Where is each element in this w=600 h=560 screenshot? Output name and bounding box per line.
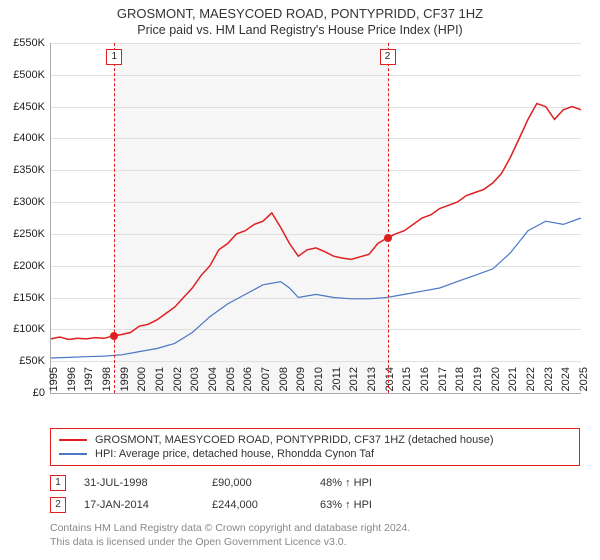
x-tick-label: 2014 bbox=[384, 367, 396, 397]
y-tick-label: £50K bbox=[1, 355, 45, 367]
x-tick-label: 1996 bbox=[66, 367, 78, 397]
x-tick-label: 2006 bbox=[242, 367, 254, 397]
legend-label: GROSMONT, MAESYCOED ROAD, PONTYPRIDD, CF… bbox=[95, 434, 494, 446]
x-tick-label: 2002 bbox=[172, 367, 184, 397]
x-tick-label: 2000 bbox=[136, 367, 148, 397]
title-subtitle: Price paid vs. HM Land Registry's House … bbox=[0, 23, 600, 37]
y-tick-label: £450K bbox=[1, 101, 45, 113]
y-tick-label: £350K bbox=[1, 164, 45, 176]
footnote: Contains HM Land Registry data © Crown c… bbox=[50, 522, 580, 549]
transaction-price: £244,000 bbox=[212, 499, 302, 511]
y-tick-label: £100K bbox=[1, 323, 45, 335]
title-block: GROSMONT, MAESYCOED ROAD, PONTYPRIDD, CF… bbox=[0, 0, 600, 37]
marker-badge: 1 bbox=[106, 49, 122, 65]
x-tick-label: 2016 bbox=[419, 367, 431, 397]
transaction-row: 1 31-JUL-1998 £90,000 48% ↑ HPI bbox=[50, 472, 580, 494]
y-tick-label: £0 bbox=[1, 387, 45, 399]
marker-dashed-line bbox=[114, 43, 115, 393]
marker-badge: 2 bbox=[380, 49, 396, 65]
transaction-row: 2 17-JAN-2014 £244,000 63% ↑ HPI bbox=[50, 494, 580, 516]
x-tick-label: 1997 bbox=[83, 367, 95, 397]
legend-item: HPI: Average price, detached house, Rhon… bbox=[59, 447, 571, 461]
x-tick-label: 2001 bbox=[154, 367, 166, 397]
x-tick-label: 2020 bbox=[490, 367, 502, 397]
transaction-pct-vs-hpi: 63% ↑ HPI bbox=[320, 499, 460, 511]
x-tick-label: 2005 bbox=[225, 367, 237, 397]
y-tick-label: £200K bbox=[1, 260, 45, 272]
x-tick-label: 2018 bbox=[454, 367, 466, 397]
legend-swatch bbox=[59, 439, 87, 441]
x-tick-label: 2015 bbox=[401, 367, 413, 397]
y-tick-label: £250K bbox=[1, 228, 45, 240]
transaction-pct-vs-hpi: 48% ↑ HPI bbox=[320, 477, 460, 489]
marker-dashed-line bbox=[388, 43, 389, 393]
x-tick-label: 2008 bbox=[278, 367, 290, 397]
x-tick-label: 2022 bbox=[525, 367, 537, 397]
transaction-badge: 1 bbox=[50, 475, 66, 491]
x-tick-label: 2025 bbox=[578, 367, 590, 397]
y-tick-label: £300K bbox=[1, 196, 45, 208]
marker-dot bbox=[384, 234, 392, 242]
x-tick-label: 2009 bbox=[295, 367, 307, 397]
x-tick-label: 2019 bbox=[472, 367, 484, 397]
chart-plot-area: £0£50K£100K£150K£200K£250K£300K£350K£400… bbox=[50, 43, 581, 394]
transaction-price: £90,000 bbox=[212, 477, 302, 489]
chart-svg bbox=[51, 43, 581, 393]
x-tick-label: 1995 bbox=[48, 367, 60, 397]
x-tick-label: 2010 bbox=[313, 367, 325, 397]
x-tick-label: 1998 bbox=[101, 367, 113, 397]
x-tick-label: 1999 bbox=[119, 367, 131, 397]
footnote-line1: Contains HM Land Registry data © Crown c… bbox=[50, 522, 580, 536]
x-tick-label: 2003 bbox=[189, 367, 201, 397]
x-tick-label: 2024 bbox=[560, 367, 572, 397]
transaction-badge: 2 bbox=[50, 497, 66, 513]
y-tick-label: £400K bbox=[1, 132, 45, 144]
x-tick-label: 2011 bbox=[331, 367, 343, 397]
y-tick-label: £500K bbox=[1, 69, 45, 81]
footnote-line2: This data is licensed under the Open Gov… bbox=[50, 536, 580, 550]
transaction-date: 31-JUL-1998 bbox=[84, 477, 194, 489]
transaction-date: 17-JAN-2014 bbox=[84, 499, 194, 511]
x-tick-label: 2012 bbox=[348, 367, 360, 397]
series-hpi bbox=[51, 218, 581, 358]
y-tick-label: £550K bbox=[1, 37, 45, 49]
y-tick-label: £150K bbox=[1, 292, 45, 304]
title-address: GROSMONT, MAESYCOED ROAD, PONTYPRIDD, CF… bbox=[0, 6, 600, 21]
x-tick-label: 2007 bbox=[260, 367, 272, 397]
transaction-table: 1 31-JUL-1998 £90,000 48% ↑ HPI 2 17-JAN-2014… bbox=[50, 472, 580, 516]
x-tick-label: 2023 bbox=[543, 367, 555, 397]
legend-swatch bbox=[59, 453, 87, 455]
series-price-paid bbox=[51, 104, 581, 340]
legend: GROSMONT, MAESYCOED ROAD, PONTYPRIDD, CF… bbox=[50, 428, 580, 466]
x-tick-label: 2004 bbox=[207, 367, 219, 397]
x-tick-label: 2013 bbox=[366, 367, 378, 397]
x-tick-label: 2021 bbox=[507, 367, 519, 397]
chart-container: GROSMONT, MAESYCOED ROAD, PONTYPRIDD, CF… bbox=[0, 0, 600, 560]
legend-label: HPI: Average price, detached house, Rhon… bbox=[95, 448, 374, 460]
x-tick-label: 2017 bbox=[437, 367, 449, 397]
legend-item: GROSMONT, MAESYCOED ROAD, PONTYPRIDD, CF… bbox=[59, 433, 571, 447]
marker-dot bbox=[110, 332, 118, 340]
